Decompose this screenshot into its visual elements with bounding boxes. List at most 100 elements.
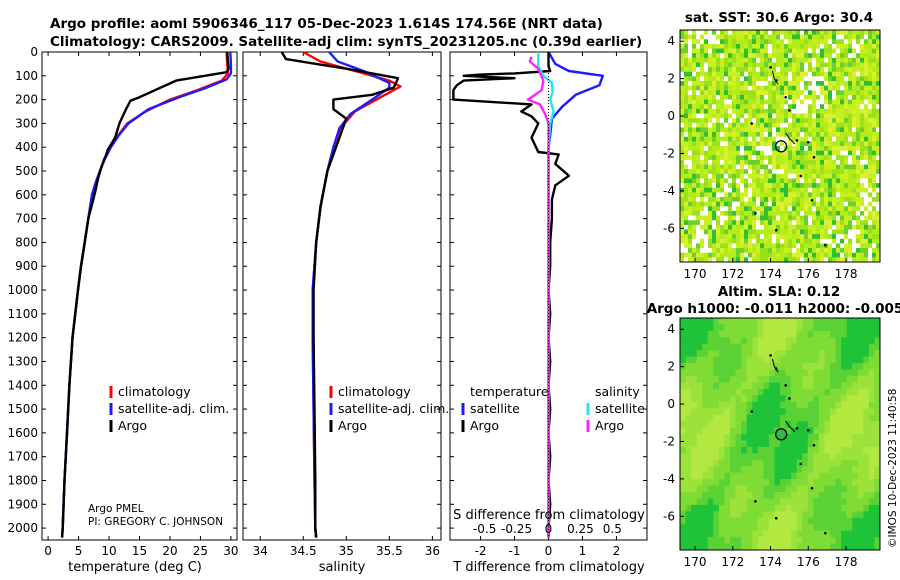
map-cell <box>774 369 781 377</box>
map-cell <box>708 81 713 87</box>
temperature-axes <box>41 51 238 541</box>
map-cell <box>716 197 721 203</box>
map-cell <box>813 324 820 332</box>
map-cell <box>836 34 841 40</box>
map-cell <box>748 164 753 170</box>
map-cell <box>708 150 713 156</box>
map-cell <box>807 440 814 448</box>
map-cell <box>796 369 803 377</box>
map-cell <box>836 229 841 235</box>
map-cell <box>688 159 693 165</box>
map-cell <box>818 395 825 403</box>
map-cell <box>852 376 859 383</box>
map-cell <box>707 440 714 448</box>
map-cell <box>746 427 753 435</box>
map-cell <box>857 485 864 493</box>
map-cell <box>818 517 825 525</box>
map-cell <box>836 53 841 59</box>
map-cell <box>740 136 745 142</box>
map-cell <box>680 350 686 358</box>
map-cell <box>748 215 753 221</box>
map-cell <box>692 150 697 156</box>
map-cell <box>716 169 721 175</box>
salinity-xlabel: salinity <box>319 560 366 575</box>
map-cell <box>868 90 873 96</box>
map-cell <box>756 150 761 156</box>
map-cell <box>852 498 859 506</box>
map-cell <box>824 53 829 59</box>
map-cell <box>707 453 714 461</box>
map-cell <box>860 187 865 193</box>
map-cell <box>707 363 714 370</box>
map-cell <box>691 356 698 364</box>
map-cell <box>812 94 817 100</box>
map-cell <box>730 421 736 428</box>
map-cell <box>748 39 753 45</box>
map-cell <box>844 215 849 221</box>
map-cell <box>840 197 845 203</box>
map-cell <box>872 224 877 230</box>
map-cell <box>832 243 837 249</box>
map-cell <box>685 356 692 364</box>
map-cell <box>791 524 798 532</box>
map-cell <box>760 159 765 165</box>
map-cell <box>746 363 753 370</box>
map-cell <box>718 401 725 409</box>
map-cell <box>832 192 837 198</box>
map-cell <box>791 350 798 358</box>
map-cell <box>780 324 786 332</box>
map-cell <box>713 350 720 358</box>
map-cell <box>804 67 809 73</box>
map-cell <box>864 99 869 105</box>
map-cell <box>780 388 786 396</box>
map-cell <box>863 395 870 403</box>
map-cell <box>832 252 837 258</box>
map-cell <box>836 122 841 128</box>
map-cell <box>828 94 833 100</box>
map-cell <box>732 118 737 124</box>
map-cell <box>872 34 877 40</box>
map-cell <box>707 356 714 364</box>
map-cell <box>820 48 825 54</box>
map-cell <box>784 104 789 110</box>
map-cell <box>836 48 841 54</box>
map-cell <box>791 453 798 461</box>
map-cell <box>696 108 701 114</box>
map-cell <box>863 511 870 519</box>
map-cell <box>852 401 859 409</box>
map-cell <box>760 197 765 203</box>
map-cell <box>746 434 753 441</box>
map-cell <box>820 113 825 119</box>
map-cell <box>800 90 805 96</box>
map-cell <box>720 30 725 36</box>
map-cell <box>804 183 809 189</box>
map-cell <box>741 511 748 519</box>
map-cell <box>844 127 849 133</box>
map-cell <box>840 155 845 161</box>
map-cell <box>796 43 801 49</box>
map-cell <box>784 108 789 114</box>
map-cell <box>844 164 849 170</box>
map-cell <box>796 48 801 54</box>
map-cell <box>872 164 877 170</box>
map-cell <box>746 479 753 486</box>
map-cell <box>744 178 749 184</box>
map-cell <box>724 187 729 193</box>
map-cell <box>863 318 870 325</box>
map-cell <box>852 356 859 364</box>
map-cell <box>684 118 689 124</box>
map-cell <box>808 85 813 91</box>
map-cell <box>736 94 741 100</box>
map-cell <box>708 108 713 114</box>
map-cell <box>818 324 825 332</box>
map-cell <box>841 434 848 441</box>
map-cell <box>848 252 853 258</box>
map-cell <box>732 159 737 165</box>
map-cell <box>804 220 809 226</box>
map-cell <box>704 238 709 244</box>
map-cell <box>730 388 736 396</box>
map-cell <box>708 197 713 203</box>
map-cell <box>720 39 725 45</box>
map-cell <box>763 504 770 512</box>
map-cell <box>830 318 836 325</box>
